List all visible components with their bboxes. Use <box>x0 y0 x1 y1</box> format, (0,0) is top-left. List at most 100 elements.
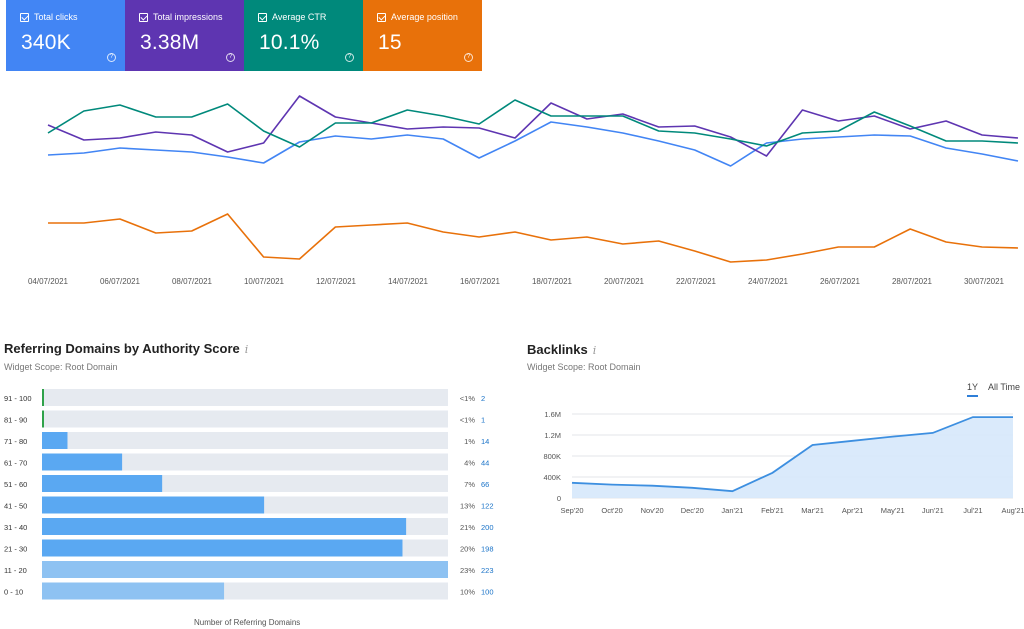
checkbox-icon[interactable] <box>258 12 267 22</box>
x-tick-label: Oct'20 <box>601 506 622 515</box>
category-label: 0 - 10 <box>4 588 23 597</box>
series-line-average-ctr <box>47 99 1019 148</box>
kpi-label: Average CTR <box>272 12 327 22</box>
x-tick-label: Jun'21 <box>922 506 944 515</box>
category-label: 41 - 50 <box>4 502 27 511</box>
value-link[interactable]: 2 <box>481 394 485 403</box>
checkbox-icon[interactable] <box>377 12 386 22</box>
percent-label: 10% <box>460 588 475 597</box>
series-line-backlinks <box>571 416 1013 493</box>
kpi-average-position[interactable]: Average position 15 ? <box>363 0 482 71</box>
help-icon[interactable]: ? <box>107 53 116 62</box>
x-tick-label: 18/07/2021 <box>532 277 573 286</box>
x-tick-label: May'21 <box>881 506 905 515</box>
value-link[interactable]: 44 <box>481 459 489 468</box>
value-link[interactable]: 223 <box>481 566 494 575</box>
percent-label: 13% <box>460 502 475 511</box>
series-line-total-impressions <box>47 95 1019 157</box>
referring-domains-scope: Widget Scope: Root Domain <box>4 362 118 372</box>
percent-label: 4% <box>464 459 475 468</box>
x-tick-label: Apr'21 <box>842 506 863 515</box>
info-icon[interactable]: i <box>244 343 249 356</box>
x-tick-label: 30/07/2021 <box>964 277 1005 286</box>
bar[interactable] <box>42 389 44 406</box>
x-tick-label: 22/07/2021 <box>676 277 717 286</box>
kpi-label: Total impressions <box>153 12 223 22</box>
x-tick-label: 16/07/2021 <box>460 277 501 286</box>
referring-domains-bar-chart: 91 - 100 <1% 2 81 - 90 <1% 1 71 - 80 1% 14 61 - 7… <box>4 389 494 600</box>
x-tick-label: Feb'21 <box>761 506 784 515</box>
category-label: 81 - 90 <box>4 416 27 425</box>
y-tick-label: 1.6M <box>544 410 561 419</box>
bar-track <box>42 432 448 449</box>
x-tick-label: 08/07/2021 <box>172 277 213 286</box>
x-tick-label: Dec'20 <box>681 506 704 515</box>
bar[interactable] <box>42 582 225 600</box>
percent-label: <1% <box>460 394 476 403</box>
backlinks-scope: Widget Scope: Root Domain <box>527 362 641 372</box>
x-tick-label: 28/07/2021 <box>892 277 933 286</box>
value-link[interactable]: 200 <box>481 523 494 532</box>
value-link[interactable]: 14 <box>481 437 489 446</box>
y-tick-label: 1.2M <box>544 431 561 440</box>
kpi-label: Average position <box>391 12 458 22</box>
bar[interactable] <box>42 539 403 557</box>
bar[interactable] <box>42 410 44 428</box>
category-label: 21 - 30 <box>4 545 27 554</box>
value-link[interactable]: 66 <box>481 480 489 489</box>
percent-label: 23% <box>460 566 475 575</box>
x-axis-label: Number of Referring Domains <box>194 618 301 627</box>
tab-all-time[interactable]: All Time <box>988 382 1021 392</box>
bar[interactable] <box>42 518 407 535</box>
value-link[interactable]: 198 <box>481 545 494 554</box>
bar[interactable] <box>42 475 163 492</box>
checkbox-icon[interactable] <box>20 12 29 22</box>
series-line-average-position <box>48 213 1019 263</box>
category-label: 51 - 60 <box>4 480 27 489</box>
x-tick-label: 20/07/2021 <box>604 277 645 286</box>
bar-track <box>42 453 448 471</box>
help-icon[interactable]: ? <box>464 53 473 62</box>
kpi-total-impressions[interactable]: Total impressions 3.38M ? <box>125 0 244 71</box>
bar[interactable] <box>42 561 448 578</box>
help-icon[interactable]: ? <box>226 53 235 62</box>
value-link[interactable]: 100 <box>481 588 494 597</box>
percent-label: <1% <box>460 416 476 425</box>
bar[interactable] <box>42 432 68 449</box>
value-link[interactable]: 1 <box>481 416 485 425</box>
help-icon[interactable]: ? <box>345 53 354 62</box>
x-tick-label: 04/07/2021 <box>28 277 69 286</box>
kpi-average-ctr[interactable]: Average CTR 10.1% ? <box>244 0 363 71</box>
category-label: 11 - 20 <box>4 566 27 575</box>
x-tick-label: Sep'20 <box>560 506 583 515</box>
category-label: 31 - 40 <box>4 523 27 532</box>
category-label: 91 - 100 <box>4 394 32 403</box>
x-tick-label: 14/07/2021 <box>388 277 429 286</box>
kpi-label: Total clicks <box>34 12 78 22</box>
bar[interactable] <box>42 496 265 514</box>
bar-track <box>42 389 448 406</box>
kpi-value: 3.38M <box>140 31 200 54</box>
kpi-value: 10.1% <box>259 31 320 54</box>
x-tick-label: 10/07/2021 <box>244 277 285 286</box>
x-tick-label: Jan'21 <box>721 506 743 515</box>
percent-label: 1% <box>464 437 475 446</box>
bar[interactable] <box>42 453 123 471</box>
tab-1y[interactable]: 1Y <box>967 382 979 397</box>
info-icon[interactable]: i <box>592 344 597 357</box>
series-line-total-clicks <box>47 121 1019 167</box>
y-tick-label: 0 <box>557 494 561 503</box>
percent-label: 20% <box>460 545 475 554</box>
kpi-row: Total clicks 340K ? Total impressions 3.… <box>6 0 482 71</box>
kpi-total-clicks[interactable]: Total clicks 340K ? <box>6 0 125 71</box>
checkbox-icon[interactable] <box>139 12 148 22</box>
value-link[interactable]: 122 <box>481 502 494 511</box>
x-tick-label: 24/07/2021 <box>748 277 789 286</box>
x-tick-label: Jul'21 <box>963 506 982 515</box>
category-label: 61 - 70 <box>4 459 27 468</box>
backlinks-title: Backlinks i <box>527 342 597 357</box>
performance-line-chart: 04/07/2021 06/07/2021 08/07/2021 10/07/2021… <box>28 95 1019 286</box>
y-tick-label: 800K <box>543 452 561 461</box>
category-label: 71 - 80 <box>4 437 27 446</box>
x-tick-label: Nov'20 <box>641 506 664 515</box>
